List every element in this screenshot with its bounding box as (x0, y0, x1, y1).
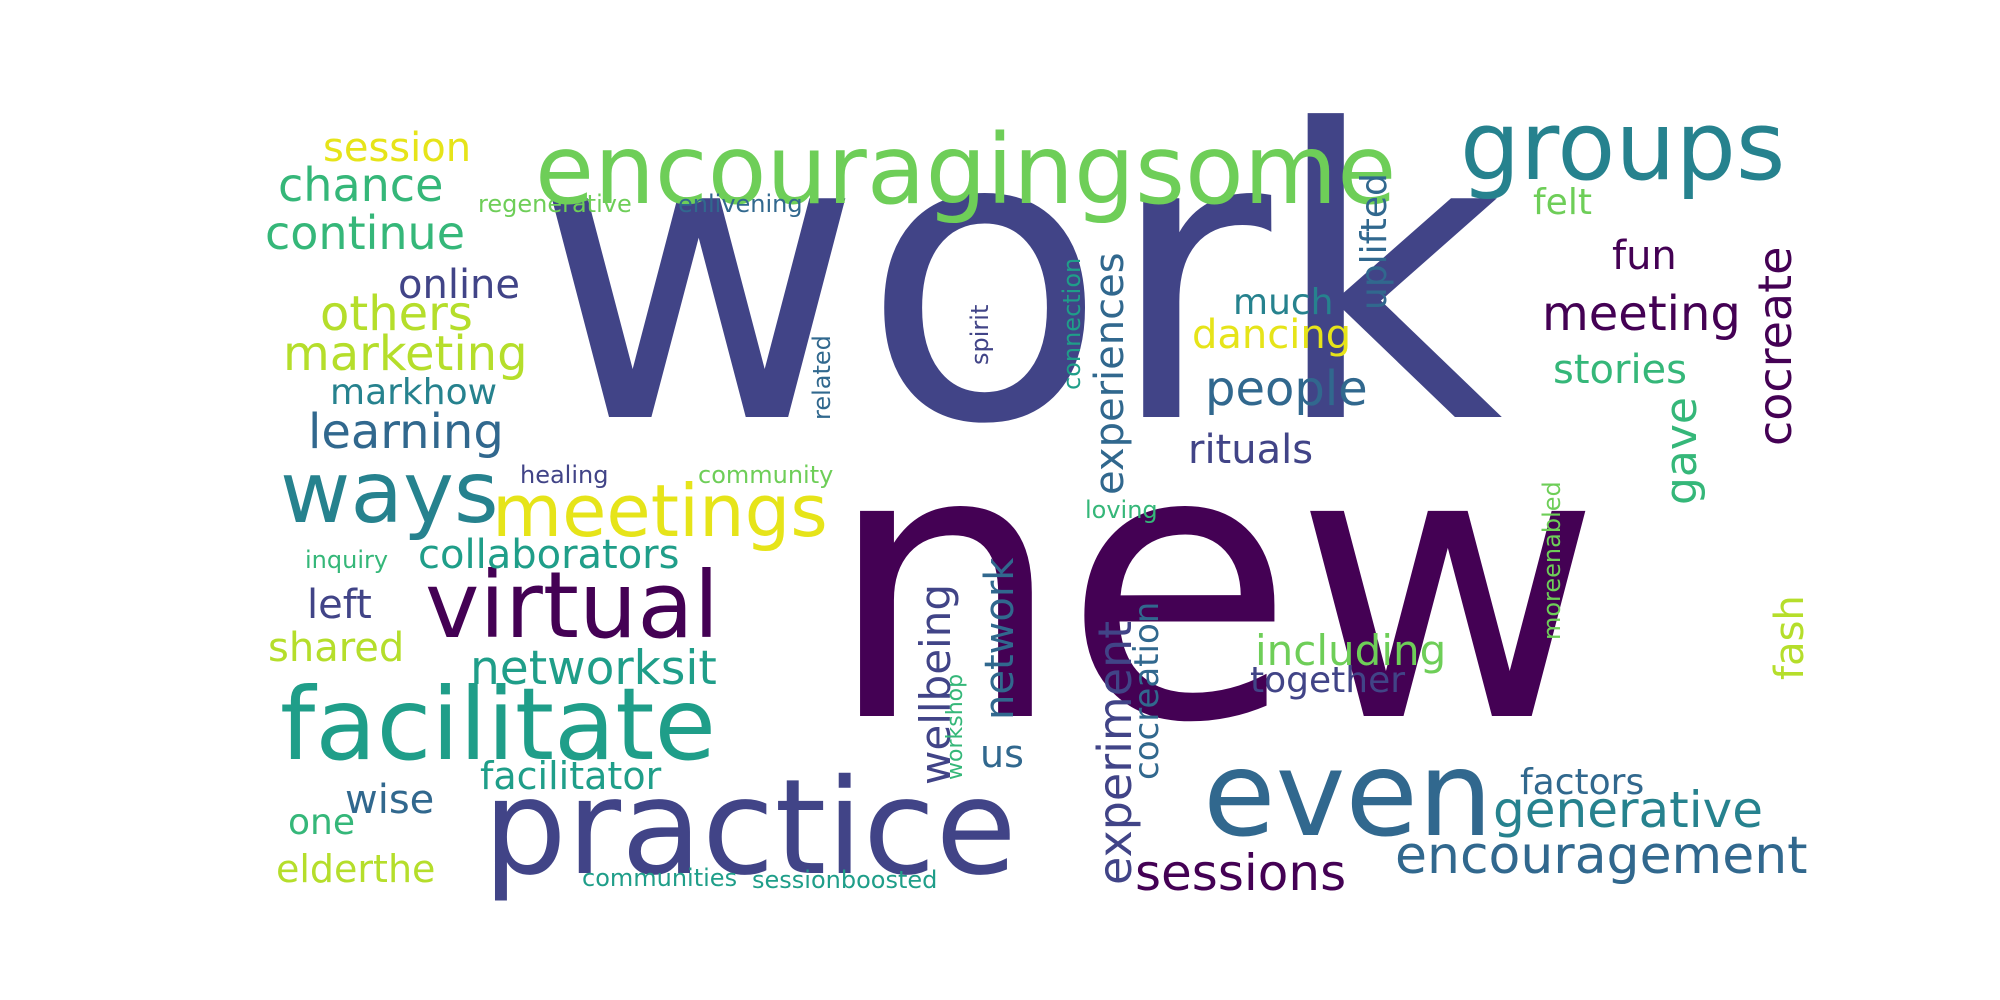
word-others: others (320, 286, 473, 342)
word-experiences: experiences (1087, 252, 1133, 495)
word-facilitator: facilitator (480, 754, 662, 798)
word-virtual: virtual (425, 552, 720, 659)
word-inquiry: inquiry (305, 546, 389, 574)
word-sessionboosted: sessionboosted (752, 866, 938, 894)
word-fun: fun (1612, 233, 1677, 279)
word-ways: ways (280, 443, 499, 543)
word-continue: continue (265, 206, 466, 260)
word-fash: fash (1767, 595, 1813, 680)
word-cocreation: cocreation (1127, 601, 1167, 780)
word-practice: practice (483, 751, 1017, 905)
word-uplifted: uplifted (1354, 173, 1395, 310)
word-new: new (826, 369, 1602, 805)
word-community: community (698, 461, 834, 489)
word-meeting: meeting (1542, 286, 1741, 342)
word-together: together (1250, 660, 1406, 701)
word-generative: generative (1493, 781, 1763, 839)
word-communities: communities (582, 864, 738, 892)
word-session: session (323, 125, 472, 171)
word-encouragement: encouragement (1395, 826, 1808, 886)
word-markhow: markhow (330, 372, 498, 413)
word-meetings: meetings (492, 469, 828, 553)
word-us: us (980, 732, 1024, 776)
word-rituals: rituals (1188, 427, 1314, 473)
word-online: online (398, 262, 521, 308)
word-chance: chance (278, 158, 444, 212)
word-elderthe: elderthe (276, 847, 436, 891)
word-cocreate: cocreate (1748, 246, 1802, 446)
word-left: left (307, 582, 372, 628)
word-workshop: workshop (943, 673, 968, 780)
word-wise: wise (345, 777, 435, 823)
word-work: work (535, 47, 1503, 512)
word-learning: learning (308, 404, 504, 460)
word-one: one (288, 802, 355, 843)
word-connection: connection (1058, 257, 1086, 390)
word-gave: gave (1656, 396, 1707, 505)
word-marketing: marketing (283, 326, 528, 382)
word-even: even (1203, 725, 1493, 863)
word-stories: stories (1553, 347, 1688, 393)
word-groups: groups (1460, 92, 1786, 202)
word-people: people (1205, 361, 1368, 417)
word-networksit: networksit (470, 641, 717, 696)
word-shared: shared (268, 625, 405, 671)
word-dancing: dancing (1192, 312, 1352, 358)
word-regenerative: regenerative (478, 190, 632, 218)
word-encouragingsome: encouragingsome (535, 114, 1397, 226)
word-loving: loving (1085, 496, 1158, 524)
word-much: much (1233, 282, 1334, 323)
word-related: related (808, 335, 836, 420)
word-collaborators: collaborators (418, 532, 680, 578)
word-factors: factors (1520, 762, 1645, 803)
word-including: including (1255, 626, 1447, 675)
word-network: network (977, 557, 1023, 720)
word-enlivening: enlivening (678, 190, 803, 218)
word-spirit: spirit (966, 304, 994, 365)
word-healing: healing (520, 461, 609, 489)
word-facilitate: facilitate (280, 666, 717, 783)
word-felt: felt (1533, 182, 1592, 223)
word-sessions: sessions (1135, 844, 1347, 902)
word-moreenabled: moreenabled (1538, 481, 1566, 640)
